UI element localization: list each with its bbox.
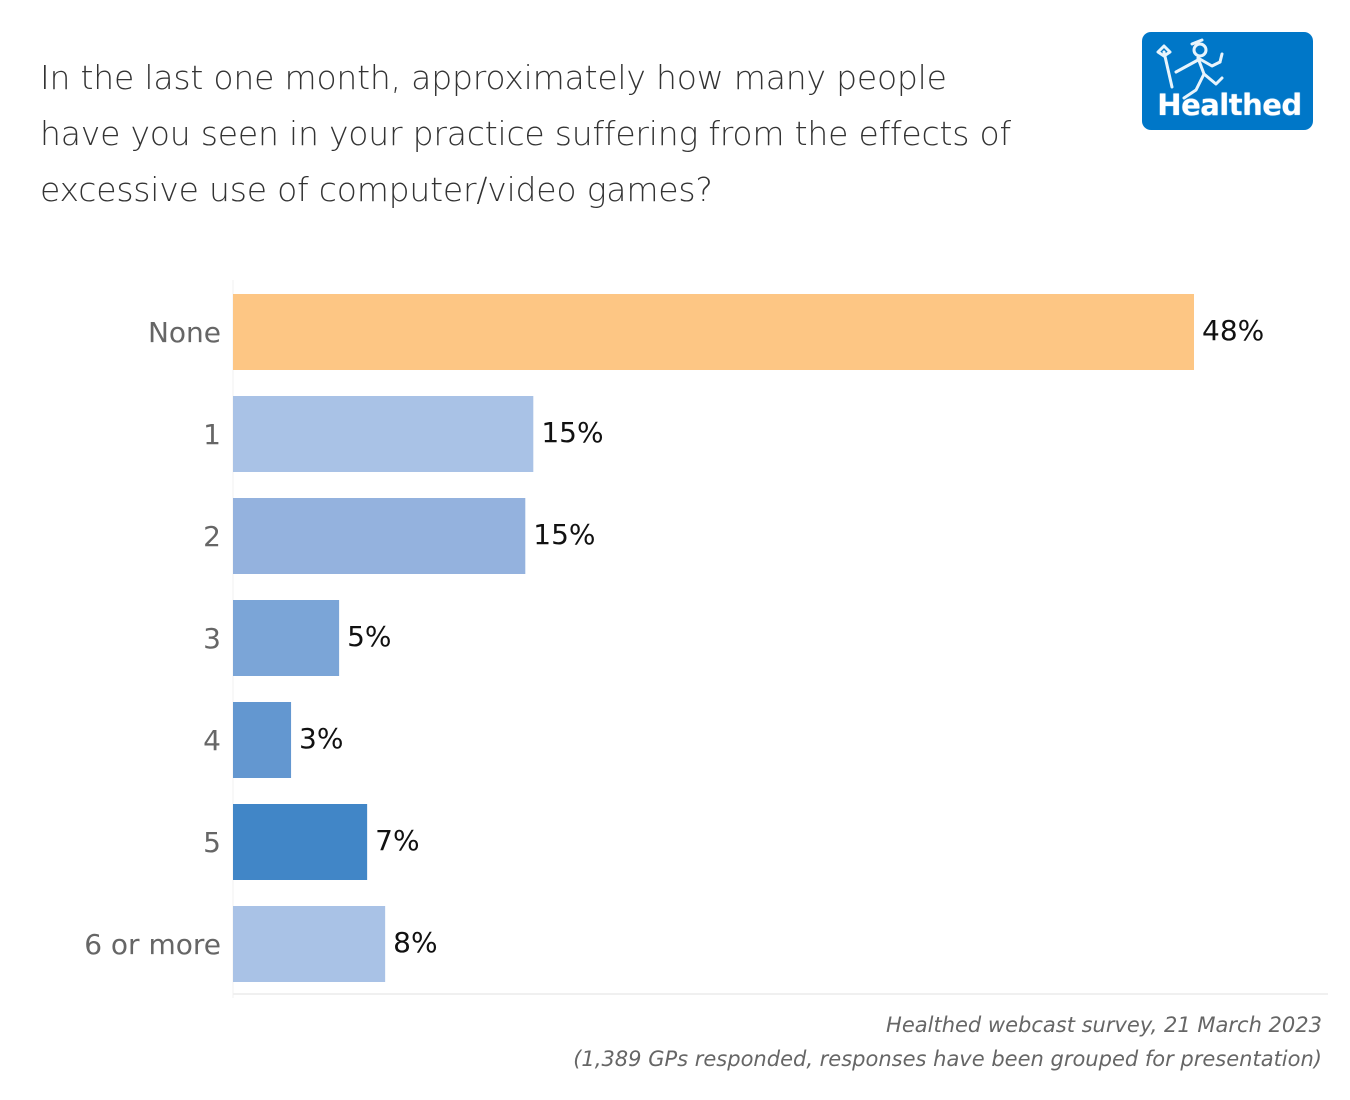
- bar-chart: None 48% 1 15% 2 15% 3 5% 4 3% 5 7% 6 or more 8%: [84, 280, 1328, 998]
- value-label-none: 48%: [1202, 314, 1264, 347]
- bar-1: [233, 396, 534, 472]
- title-line-3: excessive use of computer/video games?: [40, 170, 713, 209]
- value-label-6-or-more: 8%: [393, 926, 437, 959]
- value-label-3: 5%: [347, 620, 391, 653]
- chart-footer: Healthed webcast survey, 21 March 2023 (…: [573, 1008, 1322, 1076]
- category-label-none: None: [148, 316, 221, 349]
- bar-4: [233, 702, 292, 778]
- bar-none: [233, 294, 1194, 370]
- category-label-6-or-more: 6 or more: [84, 928, 221, 961]
- category-label-3: 3: [203, 622, 221, 655]
- category-label-5: 5: [203, 826, 221, 859]
- hermes-runner-icon: [1156, 38, 1224, 100]
- value-label-2: 15%: [533, 518, 595, 551]
- value-label-4: 3%: [299, 722, 343, 755]
- bar-2: [233, 498, 526, 574]
- bar-5: [233, 804, 368, 880]
- chart-title: In the last one month, approximately how…: [40, 50, 1150, 218]
- value-label-5: 7%: [375, 824, 419, 857]
- value-label-1: 15%: [541, 416, 603, 449]
- title-line-1: In the last one month, approximately how…: [40, 58, 947, 97]
- bar-3: [233, 600, 340, 676]
- logo-text: Healthed: [1157, 88, 1302, 122]
- response-note: (1,389 GPs responded, responses have bee…: [573, 1047, 1322, 1071]
- healthed-logo: Healthed: [1142, 32, 1313, 130]
- bar-6-or-more: [233, 906, 386, 982]
- title-line-2: have you seen in your practice suffering…: [40, 114, 1011, 153]
- category-label-2: 2: [203, 520, 221, 553]
- source-note: Healthed webcast survey, 21 March 2023: [886, 1013, 1322, 1037]
- category-label-4: 4: [203, 724, 221, 757]
- category-label-1: 1: [203, 418, 221, 451]
